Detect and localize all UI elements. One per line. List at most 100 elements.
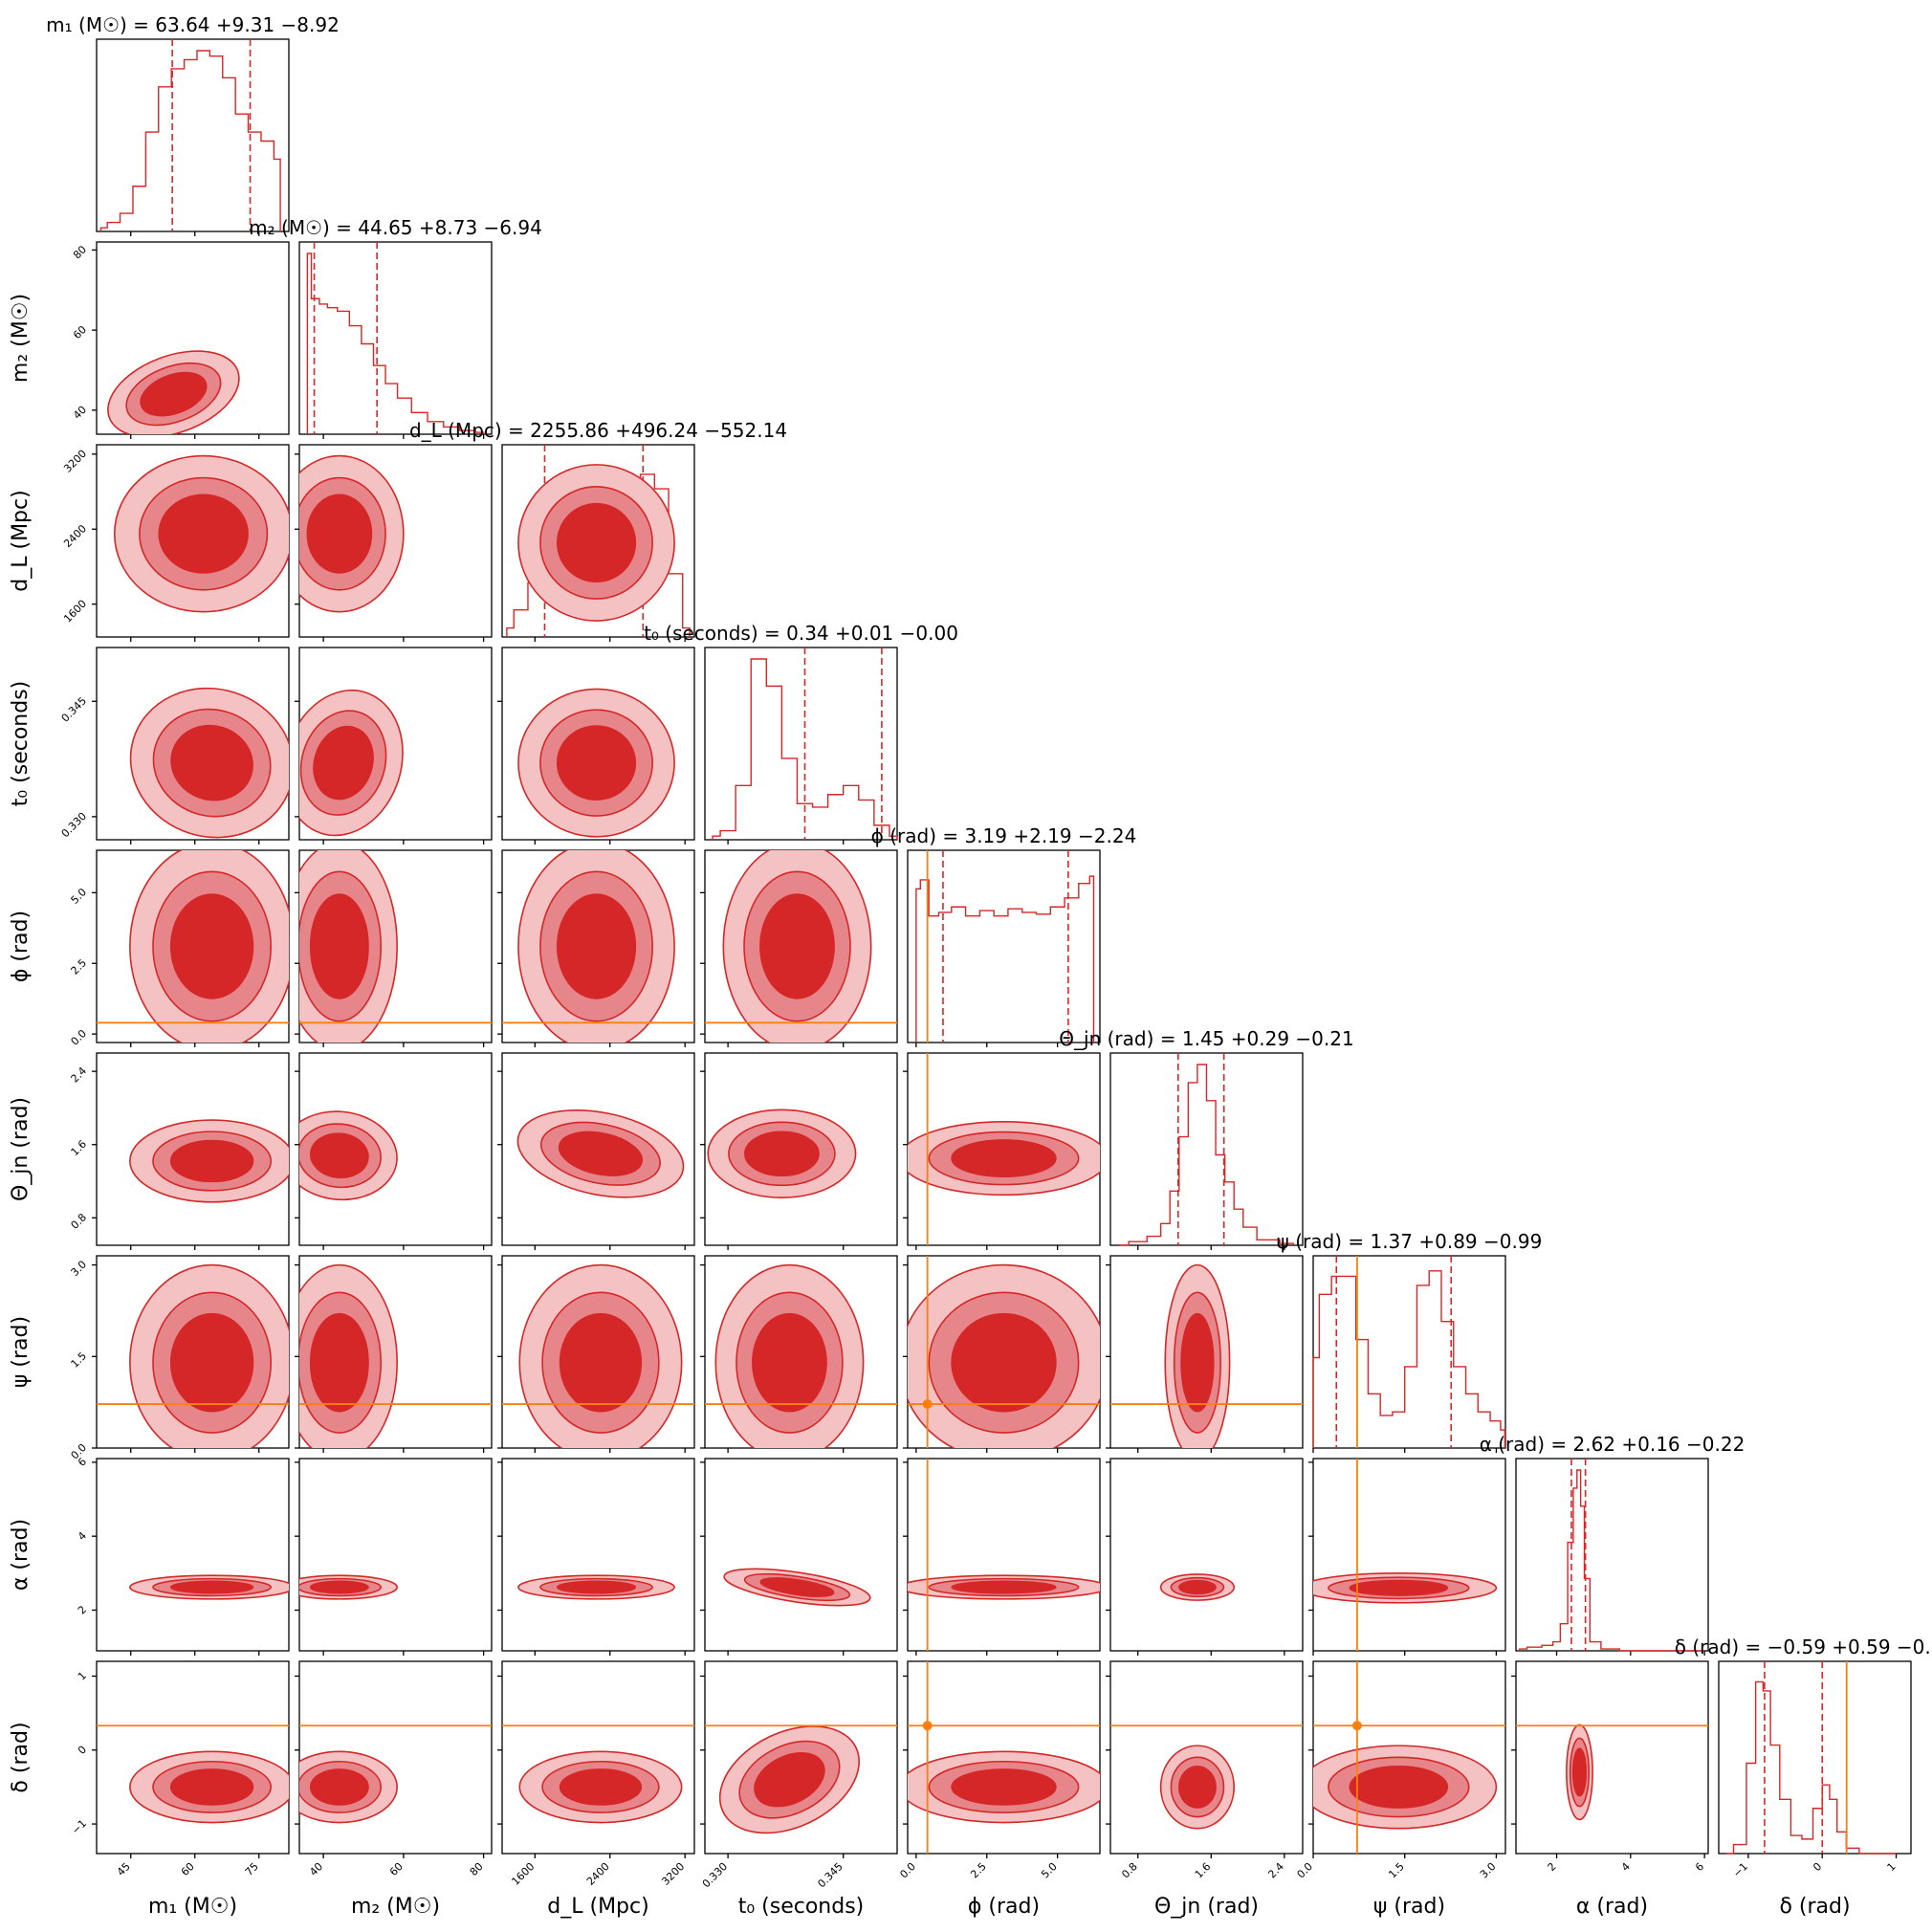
contour-inner [556, 725, 637, 801]
y-tick-label-phi: 5.0 [69, 886, 90, 907]
contour-m2-alpha [299, 1574, 398, 1600]
panel-frame-theta-alpha [1109, 1458, 1304, 1652]
panel-frame-t0-delta [704, 1660, 898, 1855]
contour-inner [556, 893, 637, 999]
contour-inner [140, 371, 208, 417]
x-axis-label-phi: ϕ (rad) [968, 1895, 1040, 1919]
x-tick-label-dL: 2400 [584, 1860, 612, 1888]
panel-frame-dL-alpha [501, 1458, 695, 1652]
contour-inner [759, 893, 835, 999]
y-tick-label-phi: 2.5 [69, 956, 90, 977]
histogram-t0 [712, 658, 898, 840]
panel-frame-alpha-delta [1515, 1660, 1709, 1855]
panel-frame-t0-alpha [704, 1458, 898, 1652]
contour-m2-psi [299, 1263, 492, 1448]
y-tick-label-m2: 80 [71, 243, 89, 261]
panel-title-t0: t₀ (seconds) = 0.34 +0.01 −0.00 [644, 622, 958, 645]
histogram-theta [1119, 1064, 1295, 1246]
contour-dL-delta [502, 1724, 694, 1824]
panel-frame-theta-delta [1109, 1660, 1304, 1855]
x-tick-label-dL: 3200 [659, 1860, 687, 1888]
y-tick-label-dL: 3200 [61, 448, 89, 475]
contour-inner [1177, 1579, 1217, 1595]
panel-title-delta: δ (rad) = −0.59 +0.59 −0.19 [1675, 1636, 1932, 1658]
x-tick-label-m1: 45 [115, 1860, 133, 1878]
contour-inner [158, 494, 249, 574]
x-axis-label-alpha: α (rad) [1576, 1895, 1648, 1919]
contour-inner [309, 1132, 369, 1179]
contour-inner [1349, 1579, 1449, 1596]
contour-phi-psi [908, 1256, 1100, 1448]
x-tick-label-theta: 0.8 [1119, 1860, 1140, 1881]
contour-inner [1571, 1747, 1588, 1797]
contour-inner [559, 1768, 643, 1806]
x-tick-label-alpha: 2 [1545, 1860, 1558, 1874]
y-tick-label-delta: 1 [76, 1669, 89, 1682]
y-tick-label-theta: 2.4 [69, 1065, 90, 1086]
x-tick-label-phi: 5.0 [1039, 1860, 1060, 1881]
contour-inner [556, 502, 637, 583]
x-tick-label-m2: 80 [468, 1860, 486, 1878]
histogram-alpha [1519, 1469, 1705, 1652]
x-tick-label-t0: 0.345 [815, 1860, 845, 1890]
contour-inner [951, 1139, 1057, 1178]
x-axis-label-m2: m₂ (M☉) [351, 1895, 440, 1919]
contour-t0-theta [707, 1109, 857, 1199]
y-tick-label-theta: 1.6 [69, 1138, 90, 1159]
contour-theta-psi [1110, 1263, 1303, 1448]
injection-point [922, 1399, 933, 1410]
panel-frame-theta-theta [1109, 1052, 1304, 1246]
contour-inner [309, 1580, 369, 1594]
y-tick-label-psi: 1.5 [69, 1350, 90, 1371]
panel-frame-phi-delta [907, 1660, 1101, 1855]
x-tick-label-psi: 3.0 [1478, 1860, 1499, 1881]
x-tick-label-m2: 60 [387, 1860, 406, 1878]
contour-psi-delta [1313, 1661, 1505, 1854]
contour-inner [169, 1139, 254, 1183]
contour-inner [169, 1580, 254, 1594]
injection-point [1351, 1721, 1362, 1731]
contour-m1-m2 [107, 350, 240, 434]
contour-m1-t0 [129, 687, 289, 839]
y-axis-label-psi: ψ (rad) [9, 1316, 33, 1388]
panel-title-theta: Θ_jn (rad) = 1.45 +0.29 −0.21 [1059, 1027, 1353, 1050]
contour-theta-delta [1110, 1724, 1303, 1830]
contour-dL-psi [502, 1263, 694, 1448]
contour-inner [559, 1312, 643, 1413]
x-tick-label-alpha: 4 [1619, 1860, 1633, 1874]
contour-theta-alpha [1159, 1573, 1236, 1601]
y-tick-label-m2: 60 [71, 323, 89, 341]
x-tick-label-phi: 0.0 [897, 1860, 918, 1881]
x-tick-label-t0: 0.330 [700, 1860, 730, 1890]
panel-title-m2: m₂ (M☉) = 44.65 +8.73 −6.94 [249, 216, 542, 239]
y-tick-label-theta: 0.8 [69, 1211, 90, 1232]
contour-t0-alpha [723, 1568, 871, 1607]
contour-inner [1180, 1312, 1215, 1413]
y-axis-label-alpha: α (rad) [9, 1519, 33, 1591]
x-tick-label-psi: 1.5 [1386, 1860, 1407, 1881]
contour-t0-phi [705, 850, 897, 1043]
x-axis-label-theta: Θ_jn (rad) [1154, 1895, 1259, 1919]
contour-inner [556, 1580, 637, 1594]
x-axis-label-psi: ψ (rad) [1373, 1895, 1445, 1919]
panel-frame-psi-alpha [1312, 1458, 1506, 1652]
y-tick-label-t0: 0.330 [59, 810, 89, 840]
injection-point [922, 1721, 933, 1731]
panel-title-psi: ψ (rad) = 1.37 +0.89 −0.99 [1277, 1230, 1543, 1253]
contour-inner [169, 1768, 254, 1806]
x-tick-label-alpha: 6 [1693, 1860, 1706, 1874]
contour-inner [951, 1580, 1057, 1594]
histogram-phi [915, 875, 1095, 1043]
panel-frame-t0-theta [704, 1052, 898, 1246]
panel-frame-psi-delta [1312, 1660, 1506, 1855]
panel-frame-dL-theta [501, 1052, 695, 1246]
contour-inner [759, 1577, 835, 1597]
y-tick-label-delta: 0 [76, 1744, 89, 1757]
panel-frame-dL-delta [501, 1660, 695, 1855]
x-tick-label-theta: 2.4 [1265, 1860, 1286, 1881]
contour-inner [754, 1751, 825, 1808]
contour-psi-alpha [1313, 1459, 1498, 1651]
histogram-m2 [306, 252, 485, 434]
panel-frame-m1-m1 [96, 38, 290, 232]
x-tick-label-phi: 2.5 [968, 1860, 989, 1881]
